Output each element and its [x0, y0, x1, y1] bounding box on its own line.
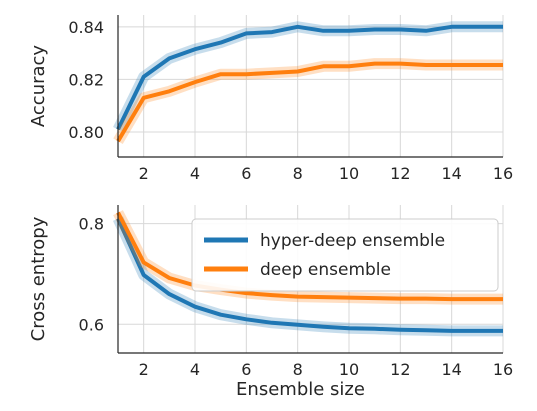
x-tick-label: 10	[339, 164, 359, 183]
x-axis-title: Ensemble size	[236, 379, 365, 400]
panel-accuracy: 2 4 6 8 10 12 14 16 0.80 0.82 0.84 Accuracy	[28, 15, 513, 183]
series-line-deep-ensemble	[118, 64, 503, 142]
x-tick-label: 12	[390, 164, 410, 183]
x-tick-label: 14	[441, 164, 461, 183]
x-tick-label: 2	[139, 164, 149, 183]
y-tick-label: 0.82	[68, 70, 104, 89]
x-tick-label: 16	[493, 360, 513, 379]
legend-box	[192, 219, 498, 291]
x-tick-label: 16	[493, 164, 513, 183]
x-tick-label: 8	[293, 360, 303, 379]
x-tick-label: 8	[293, 164, 303, 183]
x-tick-label: 14	[441, 360, 461, 379]
y-tick-label: 0.80	[68, 123, 104, 142]
legend-label: deep ensemble	[260, 260, 391, 280]
series-line-hyper-deep-ensemble	[118, 27, 503, 130]
y-tick-label: 0.84	[68, 18, 104, 37]
x-tick-label: 4	[190, 164, 200, 183]
y-axis-title: Cross entropy	[28, 216, 49, 341]
x-tick-label: 6	[241, 360, 251, 379]
y-tick-label: 0.6	[79, 315, 104, 334]
y-axis-title: Accuracy	[28, 45, 49, 128]
series-band-hyper-deep-ensemble	[118, 27, 503, 130]
x-tick-label: 6	[241, 164, 251, 183]
x-tick-label: 4	[190, 360, 200, 379]
legend: hyper-deep ensemble deep ensemble	[192, 219, 498, 291]
x-tick-label: 10	[339, 360, 359, 379]
y-tick-label: 0.8	[79, 215, 104, 234]
panel-cross-entropy: 2 4 6 8 10 12 14 16 0.6 0.8 Cross entropy Ensemble …	[28, 205, 513, 400]
x-tick-label: 2	[139, 360, 149, 379]
series-band-deep-ensemble	[118, 64, 503, 142]
x-tick-label: 12	[390, 360, 410, 379]
legend-label: hyper-deep ensemble	[260, 231, 445, 251]
